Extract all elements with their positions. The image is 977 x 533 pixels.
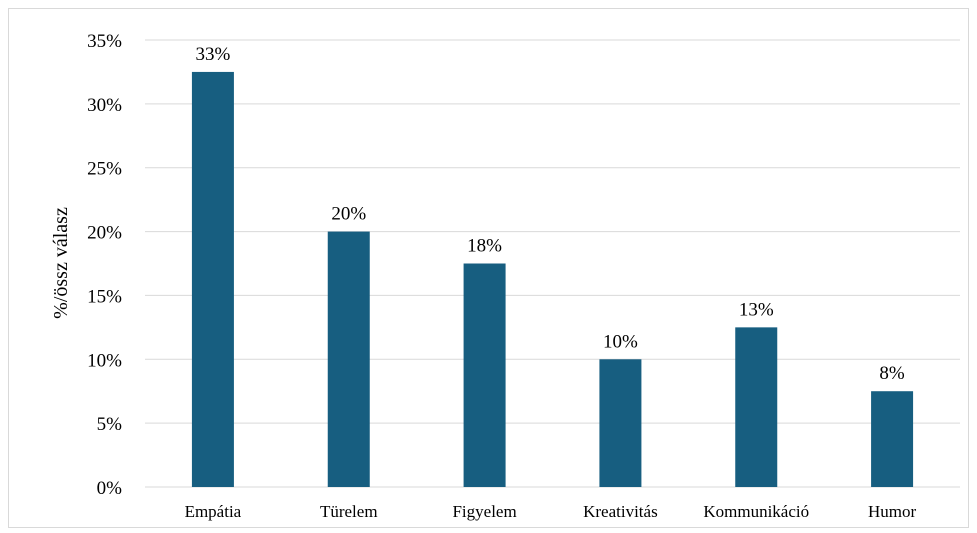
data-label: 20%	[331, 204, 366, 225]
data-label: 8%	[879, 363, 905, 384]
data-label: 10%	[603, 331, 638, 352]
y-tick-label: 30%	[87, 95, 122, 116]
bar	[463, 263, 506, 487]
bar	[191, 71, 234, 487]
data-label: 18%	[467, 236, 502, 257]
bar	[599, 359, 642, 487]
bar	[327, 231, 370, 487]
y-axis-ticks: 0% 5% 10% 15% 20% 25% 30% 35%	[87, 31, 122, 499]
category-label: Kreativitás	[583, 502, 658, 521]
y-tick-label: 25%	[87, 159, 122, 180]
category-label: Humor	[868, 502, 917, 521]
y-tick-label: 10%	[87, 350, 122, 371]
y-tick-label: 15%	[87, 286, 122, 307]
y-axis-title: %/össz válasz	[50, 207, 72, 319]
y-tick-label: 20%	[87, 223, 122, 244]
y-tick-label: 0%	[97, 478, 123, 499]
category-label: Kommunikáció	[703, 502, 809, 521]
data-label: 13%	[739, 299, 774, 320]
data-label: 33%	[196, 44, 231, 65]
gridlines	[145, 39, 960, 488]
bars	[191, 71, 914, 487]
y-tick-label: 35%	[87, 31, 122, 52]
data-labels: 33% 20% 18% 10% 13% 8%	[196, 44, 905, 384]
category-label: Empátia	[185, 502, 242, 521]
bar	[735, 327, 778, 487]
category-label: Figyelem	[452, 502, 516, 521]
y-tick-label: 5%	[97, 414, 123, 435]
bar	[871, 391, 914, 487]
category-label: Türelem	[320, 502, 378, 521]
x-axis-categories: Empátia Türelem Figyelem Kreativitás Kommuni…	[185, 502, 917, 521]
